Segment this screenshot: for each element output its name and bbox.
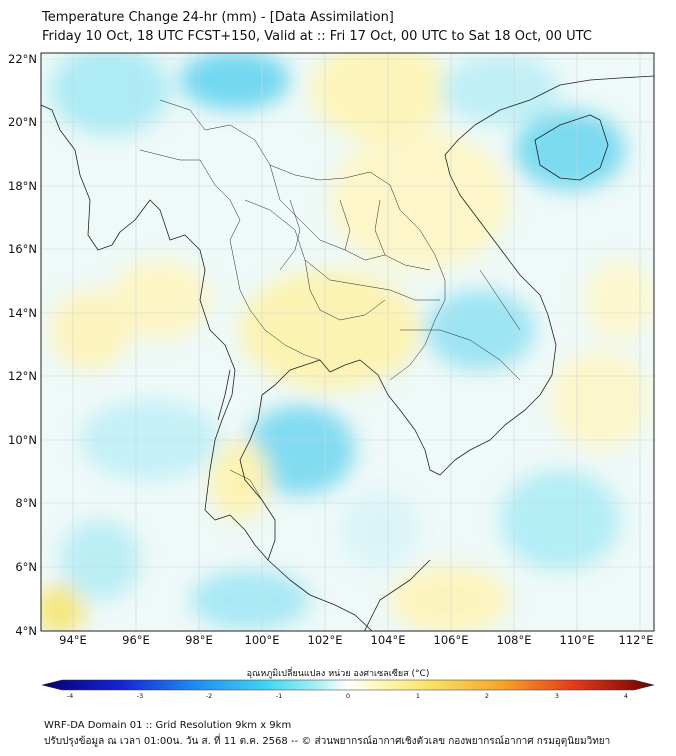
cb-tick-m1: -1: [276, 692, 282, 700]
cb-tick-m3: -3: [137, 692, 143, 700]
lon-label-112e: 112°E: [619, 633, 654, 647]
lat-label-18n: 18°N: [8, 179, 37, 193]
lat-label-14n: 14°N: [8, 306, 37, 320]
admin-boundaries: [139, 99, 521, 501]
graticule: [41, 53, 654, 631]
cb-tick-2: 2: [485, 692, 489, 700]
lon-label-100e: 100°E: [245, 633, 280, 647]
lon-label-102e: 102°E: [308, 633, 343, 647]
map-title: Temperature Change 24-hr (mm) - [Data As…: [42, 10, 394, 25]
footer-domain-info: WRF-DA Domain 01 :: Grid Resolution 9km …: [44, 720, 292, 731]
temperature-field: [41, 53, 654, 631]
map-frame: [40, 52, 655, 632]
cb-tick-0: 0: [346, 692, 350, 700]
latitude-labels: 22°N 20°N 18°N 16°N 14°N 12°N 10°N 8°N 6…: [8, 52, 37, 638]
lon-label-96e: 96°E: [122, 633, 150, 647]
cb-tick-3: 3: [555, 692, 559, 700]
colorbar: -4 -3 -2 -1 0 1 2 3 4: [41, 679, 655, 700]
colorbar-label: อุณหภูมิเปลี่ยนแปลง หน่วย องศาเซลเซียส (…: [246, 669, 430, 679]
lat-label-6n: 6°N: [15, 560, 37, 574]
lat-label-16n: 16°N: [8, 242, 37, 256]
cb-tick-4: 4: [624, 692, 628, 700]
lon-label-94e: 94°E: [59, 633, 87, 647]
temperature-change-map: 22°N 20°N 18°N 16°N 14°N 12°N 10°N 8°N 6…: [8, 52, 655, 700]
lon-label-108e: 108°E: [497, 633, 532, 647]
footer-update-info: ปรับปรุงข้อมูล ณ เวลา 01:00น. วัน ส. ที่…: [44, 736, 611, 747]
lon-label-98e: 98°E: [185, 633, 213, 647]
lat-label-22n: 22°N: [8, 52, 37, 66]
lon-label-104e: 104°E: [371, 633, 406, 647]
lon-label-106e: 106°E: [434, 633, 469, 647]
lat-label-10n: 10°N: [8, 433, 37, 447]
colorbar-ticks: -4 -3 -2 -1 0 1 2 3 4: [67, 692, 628, 700]
colorbar-bar: [41, 679, 655, 691]
lat-label-8n: 8°N: [15, 496, 37, 510]
lat-label-4n: 4°N: [15, 624, 37, 638]
cb-tick-1: 1: [416, 692, 420, 700]
map-subtitle: Friday 10 Oct, 18 UTC FCST+150, Valid at…: [42, 29, 592, 44]
cb-tick-m2: -2: [206, 692, 212, 700]
lat-label-20n: 20°N: [8, 115, 37, 129]
lon-label-110e: 110°E: [560, 633, 595, 647]
cb-tick-m4: -4: [67, 692, 73, 700]
map-panel: [41, 53, 654, 631]
coastlines: [41, 75, 654, 631]
longitude-labels: 94°E 96°E 98°E 100°E 102°E 104°E 106°E 1…: [59, 633, 653, 647]
lat-label-12n: 12°N: [8, 369, 37, 383]
